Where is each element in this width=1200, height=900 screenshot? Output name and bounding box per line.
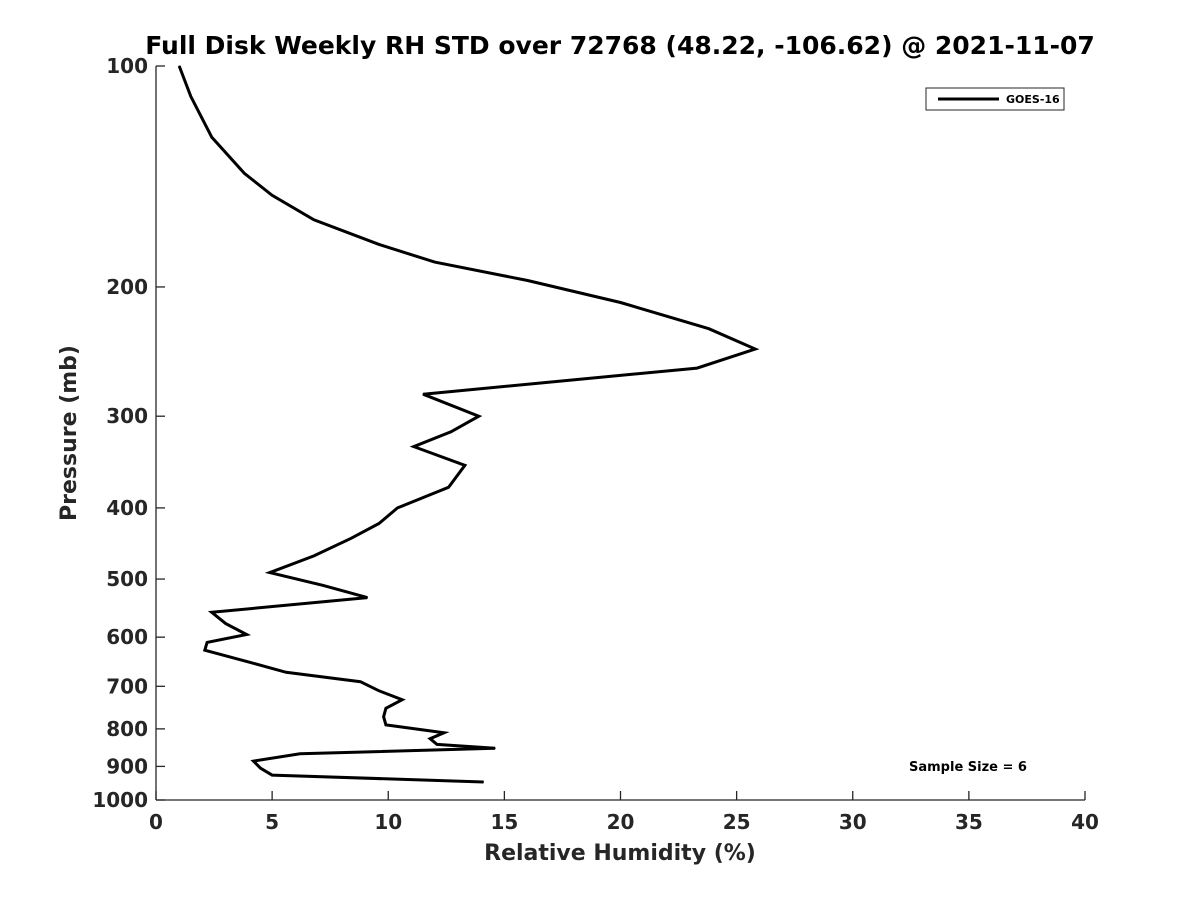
y-tick-label: 1000 bbox=[92, 788, 148, 812]
data-point bbox=[322, 584, 324, 587]
data-point bbox=[422, 393, 424, 395]
data-point bbox=[250, 662, 252, 664]
data-point bbox=[225, 623, 227, 625]
legend: GOES-16 bbox=[925, 87, 1065, 111]
x-tick-label: 20 bbox=[607, 810, 635, 834]
data-point bbox=[243, 172, 245, 174]
data-point bbox=[313, 219, 315, 221]
data-point bbox=[269, 572, 271, 574]
legend-label-goes-16: GOES-16 bbox=[1006, 93, 1060, 106]
data-point bbox=[313, 555, 315, 557]
data-point bbox=[378, 690, 380, 692]
data-point bbox=[299, 753, 301, 755]
data-point bbox=[350, 537, 352, 539]
data-point bbox=[429, 738, 431, 740]
y-tick-label: 100 bbox=[106, 54, 148, 78]
data-point bbox=[708, 328, 710, 330]
data-point bbox=[246, 633, 248, 636]
data-point bbox=[482, 781, 485, 783]
sample-size-annotation: Sample Size = 6 bbox=[909, 760, 1027, 775]
x-tick-label: 25 bbox=[723, 810, 751, 834]
data-point bbox=[434, 261, 436, 263]
data-point bbox=[696, 367, 698, 369]
data-point bbox=[448, 486, 450, 488]
data-point bbox=[211, 136, 213, 138]
data-point bbox=[464, 464, 466, 466]
data-point bbox=[754, 348, 756, 350]
data-point bbox=[252, 760, 255, 762]
y-tick-label: 700 bbox=[106, 674, 148, 698]
y-tick-label: 300 bbox=[106, 404, 148, 428]
x-axis-label: Relative Humidity (%) bbox=[484, 841, 756, 866]
data-point bbox=[401, 699, 403, 701]
data-point bbox=[271, 194, 273, 196]
data-point bbox=[436, 743, 438, 746]
data-point bbox=[285, 671, 287, 673]
y-tick-label: 900 bbox=[106, 754, 148, 778]
x-tick-label: 15 bbox=[490, 810, 518, 834]
chart-title: Full Disk Weekly RH STD over 72768 (48.2… bbox=[145, 31, 1095, 60]
x-tick-label: 35 bbox=[955, 810, 983, 834]
y-tick-label: 400 bbox=[106, 496, 148, 520]
data-point bbox=[494, 747, 496, 749]
x-tick-label: 40 bbox=[1071, 810, 1099, 834]
y-axis-label: Pressure (mb) bbox=[57, 345, 82, 521]
series-line-goes-16 bbox=[177, 65, 760, 784]
data-point bbox=[450, 431, 452, 433]
x-tick-label: 5 bbox=[265, 810, 279, 834]
data-point bbox=[385, 707, 387, 709]
data-point bbox=[385, 724, 387, 726]
data-point bbox=[359, 681, 361, 683]
data-point bbox=[211, 611, 213, 613]
data-point bbox=[443, 732, 445, 734]
data-point bbox=[259, 767, 262, 769]
y-tick-label: 500 bbox=[106, 567, 148, 591]
y-tick-label: 800 bbox=[106, 717, 148, 741]
x-tick-label: 0 bbox=[149, 810, 163, 834]
data-point bbox=[383, 716, 385, 718]
data-point bbox=[178, 65, 180, 67]
data-point bbox=[206, 641, 208, 644]
data-point bbox=[413, 446, 415, 448]
y-tick-label: 200 bbox=[106, 275, 148, 299]
data-point bbox=[366, 597, 368, 599]
x-tick-label: 30 bbox=[839, 810, 867, 834]
data-point bbox=[190, 95, 192, 97]
series-layer bbox=[177, 65, 760, 784]
data-point bbox=[378, 243, 380, 245]
data-point bbox=[619, 301, 622, 304]
data-point bbox=[527, 279, 529, 282]
data-point bbox=[378, 522, 380, 525]
data-point bbox=[478, 415, 480, 417]
data-point bbox=[204, 649, 206, 651]
data-point bbox=[271, 774, 273, 776]
y-tick-label: 600 bbox=[106, 625, 148, 649]
plot-axes: 0 5 10 15 20 25 30 35 40 100 200 300 400 500 600 700 800… bbox=[92, 54, 1099, 834]
data-point bbox=[396, 507, 399, 509]
x-tick-label: 10 bbox=[374, 810, 402, 834]
